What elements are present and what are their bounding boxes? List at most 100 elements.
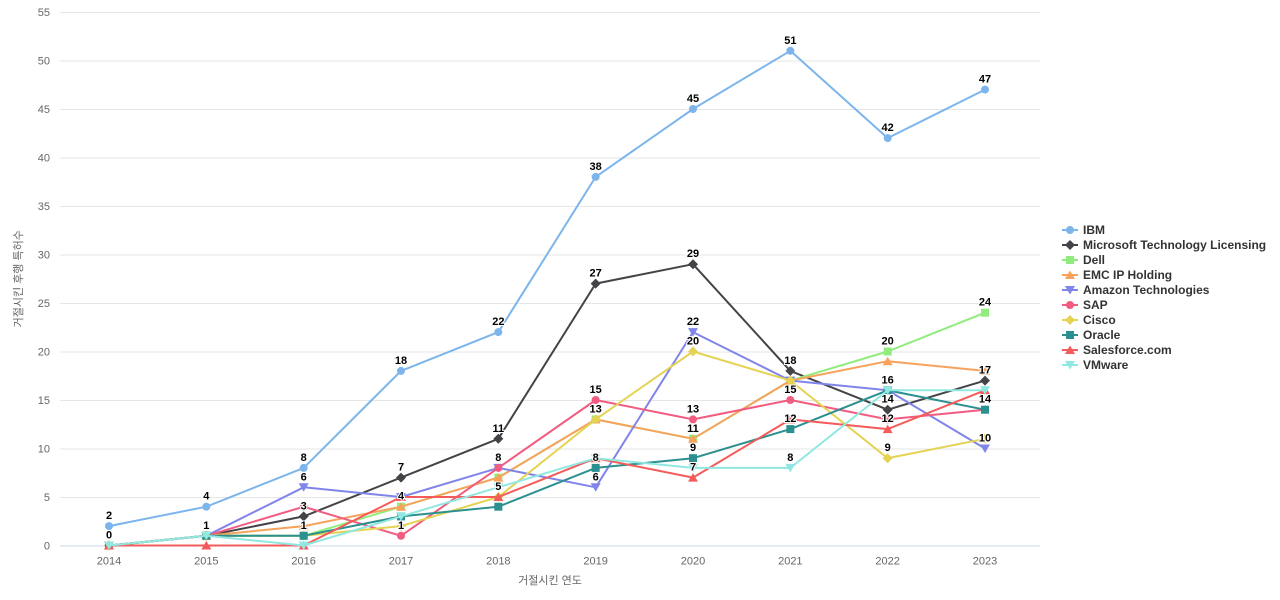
data-point-ibm-2021[interactable]	[786, 46, 795, 55]
data-point-microsoft-technology-licensing-2018[interactable]	[493, 433, 504, 444]
data-point-ibm-2022[interactable]	[883, 134, 892, 143]
x-tick-label: 2017	[389, 556, 413, 568]
legend-item-vmware[interactable]: VMware	[1062, 358, 1129, 372]
legend-item-label: Salesforce.com	[1083, 343, 1172, 357]
data-label: 22	[492, 316, 504, 328]
data-point-oracle-2021[interactable]	[786, 425, 795, 434]
data-point-oracle-2018[interactable]	[494, 502, 503, 511]
data-point-ibm-2019[interactable]	[591, 172, 600, 181]
data-point-emc-ip-holding-2018[interactable]	[493, 473, 504, 482]
legend-item-label: EMC IP Holding	[1083, 268, 1172, 282]
data-label: 20	[687, 336, 699, 348]
legend-item-oracle[interactable]: Oracle	[1062, 328, 1121, 342]
data-point-ibm-2020[interactable]	[689, 105, 697, 113]
data-point-vmware-2022[interactable]	[882, 386, 893, 395]
data-point-salesforce-com-2015[interactable]	[201, 541, 212, 550]
data-point-vmware-2016[interactable]	[298, 541, 309, 551]
data-point-dell-2023[interactable]	[981, 308, 989, 317]
y-tick-label: 15	[38, 395, 50, 407]
data-label: 5	[495, 481, 501, 493]
data-point-ibm-2018[interactable]	[494, 328, 503, 337]
legend-item-emc-ip-holding[interactable]: EMC IP Holding	[1062, 268, 1172, 282]
data-point-sap-2017[interactable]	[397, 531, 405, 540]
series-vmware[interactable]	[104, 386, 990, 550]
data-point-oracle-2020[interactable]	[689, 454, 697, 463]
data-point-vmware-2017[interactable]	[396, 512, 406, 521]
data-point-salesforce-com-2017[interactable]	[396, 492, 406, 502]
series-ibm[interactable]	[105, 46, 989, 531]
legend-item-microsoft-technology-licensing[interactable]: Microsoft Technology Licensing	[1062, 238, 1266, 252]
data-point-vmware-2020[interactable]	[688, 463, 698, 473]
data-point-sap-2019[interactable]	[591, 396, 600, 404]
data-point-microsoft-technology-licensing-2022[interactable]	[882, 404, 893, 415]
data-point-emc-ip-holding-2017[interactable]	[396, 502, 406, 511]
data-point-microsoft-technology-licensing-2023[interactable]	[980, 375, 990, 386]
data-point-ibm-2023[interactable]	[981, 85, 989, 94]
data-label: 2	[106, 510, 112, 522]
data-label: 51	[784, 35, 796, 47]
data-point-sap-2021[interactable]	[786, 396, 795, 404]
data-point-microsoft-technology-licensing-2016[interactable]	[298, 511, 309, 522]
data-label: 16	[882, 374, 894, 386]
data-point-cisco-2017[interactable]	[396, 521, 406, 532]
legend-item-sap[interactable]: SAP	[1062, 298, 1108, 312]
data-point-emc-ip-holding-2023[interactable]	[980, 366, 990, 375]
data-point-ibm-2016[interactable]	[299, 463, 308, 472]
legend-item-amazon-technologies[interactable]: Amazon Technologies	[1062, 283, 1210, 297]
data-label: 42	[882, 122, 894, 134]
series-microsoft-technology-licensing[interactable]	[104, 259, 990, 551]
data-point-microsoft-technology-licensing-2021[interactable]	[785, 365, 796, 376]
series-salesforce-com[interactable]	[104, 385, 990, 550]
data-point-emc-ip-holding-2022[interactable]	[882, 356, 893, 366]
legend-item-salesforce-com[interactable]: Salesforce.com	[1062, 343, 1172, 357]
data-point-vmware-2023[interactable]	[980, 386, 990, 395]
data-point-oracle-2019[interactable]	[591, 463, 600, 472]
legend-item-label: IBM	[1083, 223, 1105, 237]
data-point-ibm-2017[interactable]	[397, 366, 405, 375]
data-point-emc-ip-holding-2016[interactable]	[298, 521, 309, 531]
data-point-emc-ip-holding-2020[interactable]	[688, 434, 698, 443]
y-tick-label: 30	[38, 250, 50, 262]
legend-item-dell[interactable]: Dell	[1062, 253, 1105, 267]
data-point-salesforce-com-2021[interactable]	[785, 414, 796, 424]
data-label: 10	[979, 433, 991, 445]
data-point-vmware-2014[interactable]	[104, 541, 114, 551]
data-point-microsoft-technology-licensing-2019[interactable]	[590, 278, 601, 289]
series-dell[interactable]	[105, 308, 989, 550]
data-point-sap-2018[interactable]	[494, 463, 503, 472]
series-oracle[interactable]	[105, 386, 989, 550]
data-point-vmware-2015[interactable]	[201, 531, 212, 541]
data-point-cisco-2023[interactable]	[980, 433, 990, 444]
data-point-ibm-2015[interactable]	[202, 502, 211, 511]
data-point-salesforce-com-2018[interactable]	[493, 492, 504, 502]
data-point-salesforce-com-2022[interactable]	[882, 424, 893, 434]
data-point-amazon-technologies-2019[interactable]	[590, 483, 601, 492]
data-label: 7	[690, 462, 696, 474]
data-point-oracle-2023[interactable]	[981, 405, 989, 414]
data-point-sap-2022[interactable]	[883, 415, 892, 424]
data-point-amazon-technologies-2023[interactable]	[980, 444, 990, 454]
data-point-vmware-2019[interactable]	[590, 454, 601, 463]
data-point-cisco-2022[interactable]	[882, 453, 893, 464]
data-point-cisco-2019[interactable]	[590, 414, 601, 425]
legend-item-ibm[interactable]: IBM	[1062, 223, 1105, 237]
data-point-salesforce-com-2020[interactable]	[688, 473, 698, 482]
data-point-amazon-technologies-2016[interactable]	[298, 483, 309, 492]
data-point-sap-2016[interactable]	[299, 502, 308, 511]
data-point-vmware-2018[interactable]	[493, 483, 504, 492]
data-point-cisco-2021[interactable]	[785, 375, 796, 386]
legend-item-cisco[interactable]: Cisco	[1062, 313, 1116, 327]
data-point-sap-2020[interactable]	[689, 415, 697, 424]
data-point-oracle-2016[interactable]	[299, 531, 308, 540]
data-point-amazon-technologies-2020[interactable]	[688, 328, 698, 337]
series-line-amazon-technologies	[108, 331, 986, 547]
data-point-vmware-2021[interactable]	[785, 463, 796, 473]
data-point-microsoft-technology-licensing-2020[interactable]	[688, 259, 698, 270]
y-axis-title: 거절시킨 후행 특허수	[12, 230, 25, 327]
data-point-ibm-2014[interactable]	[105, 522, 113, 531]
data-point-dell-2022[interactable]	[883, 347, 892, 356]
data-label: 15	[784, 384, 796, 396]
data-point-cisco-2020[interactable]	[688, 346, 698, 357]
data-point-microsoft-technology-licensing-2017[interactable]	[396, 472, 406, 483]
